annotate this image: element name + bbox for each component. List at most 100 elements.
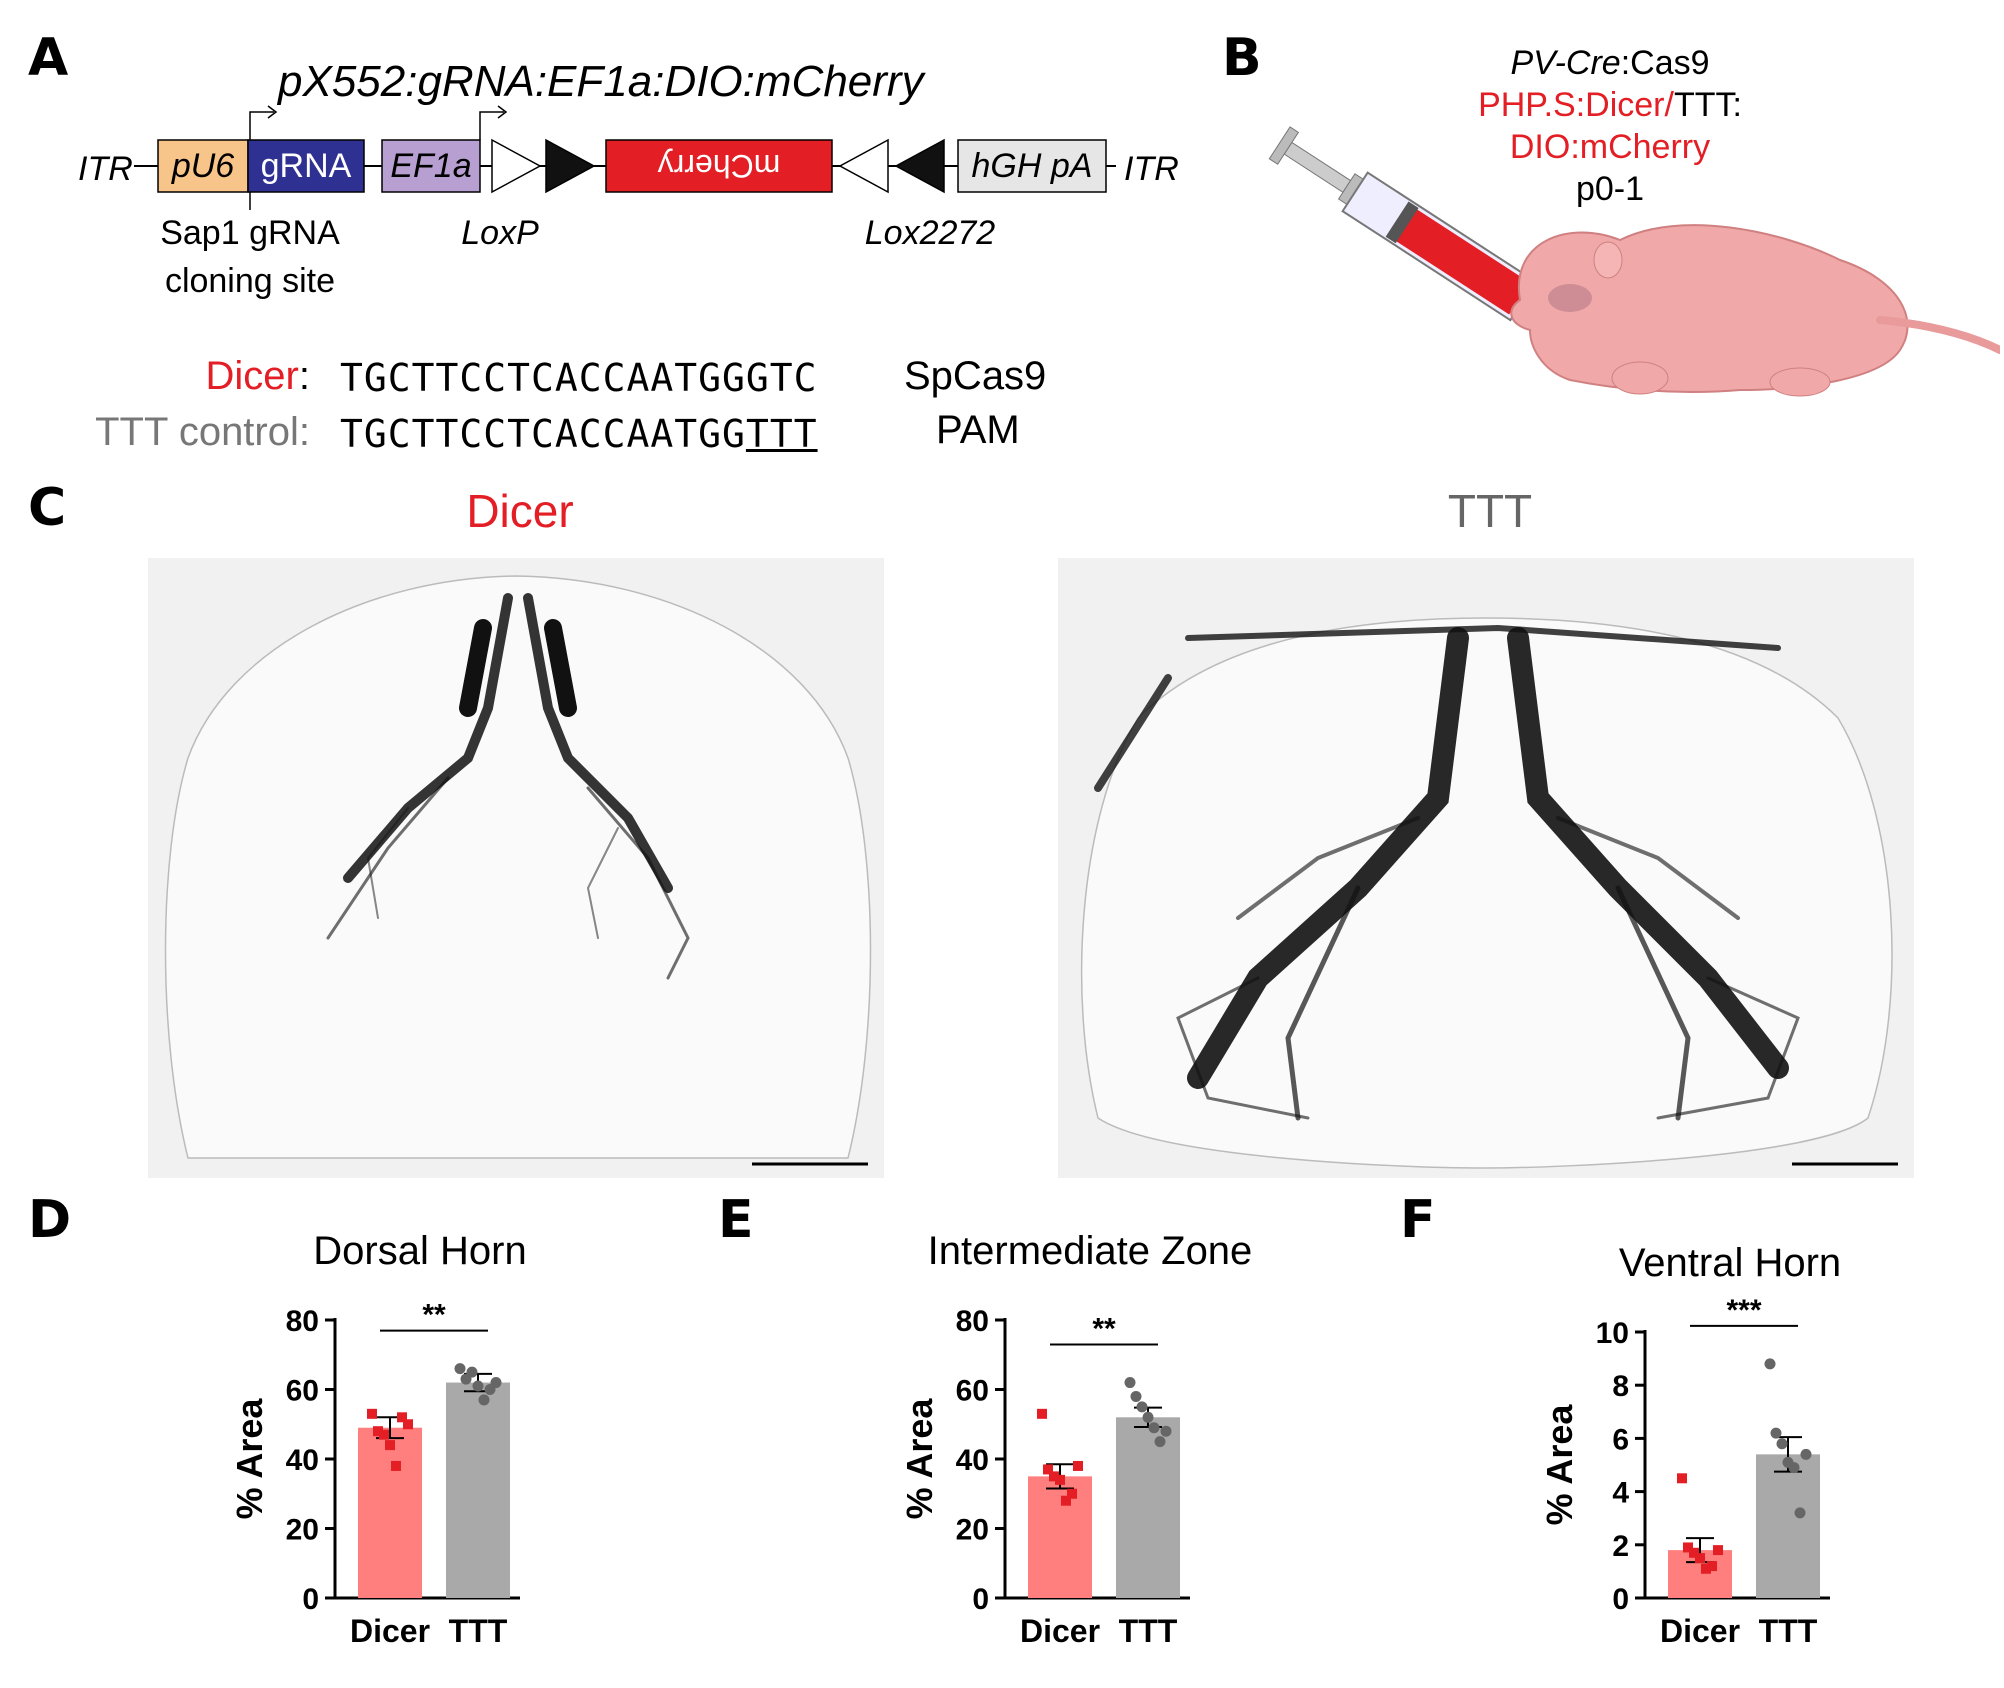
x-tick-label: TTT bbox=[1119, 1613, 1178, 1649]
loxp-site-left bbox=[491, 138, 542, 194]
bar bbox=[358, 1427, 422, 1598]
panel-label-b: B bbox=[1222, 28, 1262, 88]
data-point bbox=[1067, 1488, 1077, 1499]
data-point bbox=[454, 1363, 466, 1375]
data-point bbox=[1130, 1390, 1142, 1402]
y-tick-label: 0 bbox=[1612, 1583, 1629, 1616]
injection-text: PV-Cre:Cas9 PHP.S:Dicer/TTT: DIO:mCherry… bbox=[1478, 44, 1742, 208]
data-point bbox=[1160, 1425, 1172, 1437]
data-point bbox=[1776, 1438, 1788, 1450]
loxp-label: LoxP bbox=[461, 214, 539, 252]
y-tick-label: 60 bbox=[956, 1375, 989, 1408]
y-tick-label: 2 bbox=[1612, 1530, 1629, 1563]
data-point bbox=[1770, 1427, 1782, 1439]
data-point bbox=[1677, 1473, 1687, 1484]
panel-label-a: A bbox=[28, 28, 69, 88]
itr-left-label: ITR bbox=[78, 150, 133, 188]
data-point bbox=[1794, 1507, 1806, 1519]
y-tick-label: 20 bbox=[956, 1514, 989, 1547]
y-axis-label: % Area bbox=[899, 1398, 940, 1520]
injection-illustration bbox=[1268, 126, 2000, 397]
data-point bbox=[1154, 1436, 1166, 1448]
data-point bbox=[1701, 1563, 1711, 1574]
panel-label-c: C bbox=[28, 478, 67, 538]
data-point bbox=[478, 1394, 490, 1406]
ttt-seq-label: TTT control: bbox=[95, 410, 310, 454]
data-point bbox=[1043, 1464, 1053, 1475]
panel-label-f: F bbox=[1400, 1190, 1436, 1250]
data-point bbox=[1707, 1561, 1717, 1572]
data-point bbox=[1037, 1408, 1047, 1419]
data-point bbox=[1124, 1377, 1136, 1389]
mcherry-label: mCherry bbox=[658, 148, 781, 184]
data-point bbox=[1689, 1547, 1699, 1558]
data-point bbox=[373, 1426, 383, 1437]
panel-label-e: E bbox=[718, 1190, 754, 1250]
ttt-sequence: TGCTTCCTCACCAATGGTTT bbox=[340, 412, 818, 456]
chart-intermediate-zone: Intermediate Zone % Area 0 20 40 60 80 Dicer TTT… bbox=[899, 1229, 1253, 1649]
dicer-sequence: TGCTTCCTCACCAATGGGTC bbox=[340, 356, 818, 400]
image-title-dicer: Dicer bbox=[466, 485, 574, 537]
dicer-seq-label: Dicer: bbox=[205, 354, 310, 398]
chart-title: Ventral Horn bbox=[1619, 1241, 1841, 1285]
cloning-site-label-2: cloning site bbox=[165, 262, 335, 300]
x-tick-label: TTT bbox=[1759, 1613, 1818, 1649]
mcherry-element bbox=[605, 139, 833, 193]
x-tick-label: Dicer bbox=[1660, 1613, 1740, 1649]
micrograph-dicer bbox=[148, 558, 884, 1178]
ef1a-element bbox=[381, 139, 481, 193]
data-point bbox=[1055, 1474, 1065, 1485]
y-tick-label: 0 bbox=[302, 1583, 319, 1616]
x-tick-label: Dicer bbox=[1020, 1613, 1100, 1649]
x-tick-label: TTT bbox=[449, 1613, 508, 1649]
data-point bbox=[490, 1377, 502, 1389]
y-tick-label: 8 bbox=[1612, 1370, 1629, 1403]
y-tick-label: 80 bbox=[286, 1305, 319, 1338]
y-tick-label: 6 bbox=[1612, 1423, 1629, 1456]
y-tick-label: 80 bbox=[956, 1305, 989, 1338]
data-point bbox=[1148, 1422, 1160, 1434]
y-axis-label: % Area bbox=[1539, 1404, 1580, 1526]
data-point bbox=[1061, 1495, 1071, 1506]
y-tick-label: 40 bbox=[286, 1444, 319, 1477]
data-point bbox=[367, 1408, 377, 1419]
data-point bbox=[1764, 1358, 1776, 1370]
bar bbox=[1116, 1417, 1180, 1598]
y-axis-label: % Area bbox=[229, 1398, 270, 1520]
significance-marker: ** bbox=[1092, 1313, 1116, 1346]
data-point bbox=[466, 1366, 478, 1378]
micrograph-ttt bbox=[1058, 558, 1914, 1178]
data-point bbox=[397, 1412, 407, 1423]
data-point bbox=[1788, 1462, 1800, 1474]
data-point bbox=[1695, 1553, 1705, 1564]
pam-label-1: SpCas9 bbox=[904, 354, 1047, 398]
data-point bbox=[403, 1419, 413, 1430]
data-point bbox=[391, 1460, 401, 1471]
data-point bbox=[1800, 1448, 1812, 1460]
y-tick-label: 40 bbox=[956, 1444, 989, 1477]
chart-ventral-horn: Ventral Horn % Area 0 2 4 6 8 10 Dicer TTT *** bbox=[1539, 1241, 1841, 1649]
construct-diagram: pX552:gRNA:EF1a:DIO:mCherry ITR ITR pU6 … bbox=[78, 57, 1179, 300]
data-point bbox=[1142, 1411, 1154, 1423]
grna-element bbox=[247, 139, 365, 193]
data-point bbox=[379, 1429, 389, 1440]
lox2272-label: Lox2272 bbox=[865, 214, 996, 252]
panel-label-d: D bbox=[28, 1190, 72, 1250]
construct-title: pX552:gRNA:EF1a:DIO:mCherry bbox=[276, 57, 927, 106]
chart-title: Dorsal Horn bbox=[313, 1229, 526, 1273]
itr-right-label: ITR bbox=[1124, 150, 1179, 188]
y-tick-label: 60 bbox=[286, 1375, 319, 1408]
loxp-site-right bbox=[838, 138, 889, 194]
y-tick-label: 10 bbox=[1596, 1317, 1629, 1350]
grna-label: gRNA bbox=[261, 147, 352, 185]
y-tick-label: 20 bbox=[286, 1514, 319, 1547]
chart-title: Intermediate Zone bbox=[928, 1229, 1253, 1273]
data-point bbox=[385, 1440, 395, 1451]
x-tick-label: Dicer bbox=[350, 1613, 430, 1649]
image-title-ttt: TTT bbox=[1447, 485, 1533, 537]
significance-marker: ** bbox=[422, 1299, 446, 1332]
pu6-label: pU6 bbox=[171, 147, 234, 185]
data-point bbox=[1049, 1471, 1059, 1482]
bar bbox=[1756, 1454, 1820, 1598]
bar bbox=[446, 1382, 510, 1598]
